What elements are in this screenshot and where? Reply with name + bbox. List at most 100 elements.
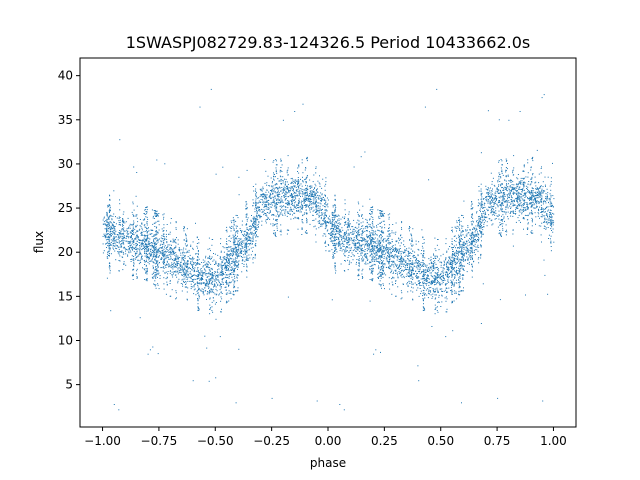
data-point	[232, 280, 234, 282]
data-point	[434, 291, 436, 293]
data-point	[141, 241, 143, 243]
data-point	[236, 231, 238, 233]
data-point	[113, 213, 115, 215]
data-point	[330, 237, 332, 239]
data-point	[435, 278, 437, 280]
data-point	[260, 201, 261, 203]
data-point	[303, 201, 305, 203]
data-point	[278, 200, 280, 202]
data-point	[427, 292, 429, 294]
data-point	[350, 256, 352, 257]
data-point	[236, 280, 238, 282]
data-point	[242, 235, 244, 236]
data-point	[445, 264, 447, 265]
data-point	[479, 220, 481, 222]
data-point	[362, 259, 364, 261]
data-point	[216, 275, 217, 277]
data-point	[549, 223, 551, 225]
data-point	[451, 270, 453, 272]
data-point	[498, 210, 500, 212]
data-point	[110, 239, 112, 241]
data-point	[377, 249, 379, 251]
data-point	[436, 266, 438, 268]
data-point	[311, 196, 313, 197]
data-point	[501, 209, 503, 210]
data-point	[524, 194, 526, 196]
data-point	[433, 253, 434, 255]
data-point	[414, 256, 416, 258]
data-point	[202, 266, 204, 268]
data-point	[190, 277, 192, 279]
data-point	[201, 273, 203, 275]
data-point	[316, 194, 318, 196]
data-point	[180, 261, 182, 263]
data-point	[232, 236, 234, 238]
data-point	[260, 199, 262, 200]
data-point	[375, 250, 377, 252]
data-point	[192, 279, 194, 281]
data-point	[473, 240, 475, 242]
data-point	[184, 278, 186, 280]
data-point	[225, 269, 227, 271]
data-point	[221, 278, 223, 280]
data-point	[346, 250, 348, 252]
data-point	[121, 251, 123, 253]
data-point	[158, 254, 160, 256]
data-point	[364, 243, 366, 245]
data-point	[352, 233, 354, 235]
data-point	[142, 242, 143, 244]
data-point	[388, 228, 389, 229]
data-point	[473, 261, 474, 263]
data-point	[550, 202, 552, 204]
data-point	[114, 240, 116, 242]
data-point	[398, 271, 400, 272]
data-point	[301, 204, 303, 206]
data-point	[429, 267, 431, 269]
data-point	[437, 279, 438, 281]
data-point	[355, 239, 357, 241]
data-point	[517, 178, 519, 180]
data-point	[153, 238, 155, 240]
data-point	[268, 185, 270, 186]
data-point	[453, 257, 455, 259]
data-point	[208, 275, 210, 277]
data-point	[431, 263, 433, 265]
data-point	[519, 205, 521, 207]
data-point	[173, 265, 175, 267]
data-point	[243, 263, 245, 265]
data-point	[400, 259, 402, 261]
data-point	[103, 217, 105, 219]
data-point	[436, 273, 438, 275]
data-point	[216, 279, 218, 281]
data-point	[375, 257, 377, 259]
data-point	[370, 235, 371, 237]
data-point	[400, 258, 402, 260]
data-point	[200, 278, 202, 280]
data-point	[253, 220, 255, 222]
data-point	[131, 247, 132, 249]
data-point	[424, 278, 426, 280]
data-point	[148, 249, 150, 251]
data-point	[348, 224, 350, 226]
data-point	[493, 204, 495, 206]
data-point	[539, 217, 540, 219]
data-point	[221, 270, 223, 272]
data-point	[495, 210, 497, 212]
data-point	[484, 203, 486, 204]
data-point	[342, 236, 344, 238]
data-point	[226, 256, 228, 258]
data-point	[161, 252, 163, 254]
data-point	[450, 259, 452, 261]
data-point	[383, 258, 385, 259]
data-point	[419, 268, 421, 270]
data-point	[343, 246, 345, 247]
data-point	[153, 248, 155, 250]
data-point	[528, 191, 530, 193]
data-point	[237, 265, 239, 267]
data-point	[177, 262, 179, 264]
data-point	[239, 228, 241, 230]
data-point	[104, 235, 106, 237]
data-point	[422, 254, 424, 256]
data-point	[356, 222, 358, 224]
data-point	[283, 191, 284, 193]
